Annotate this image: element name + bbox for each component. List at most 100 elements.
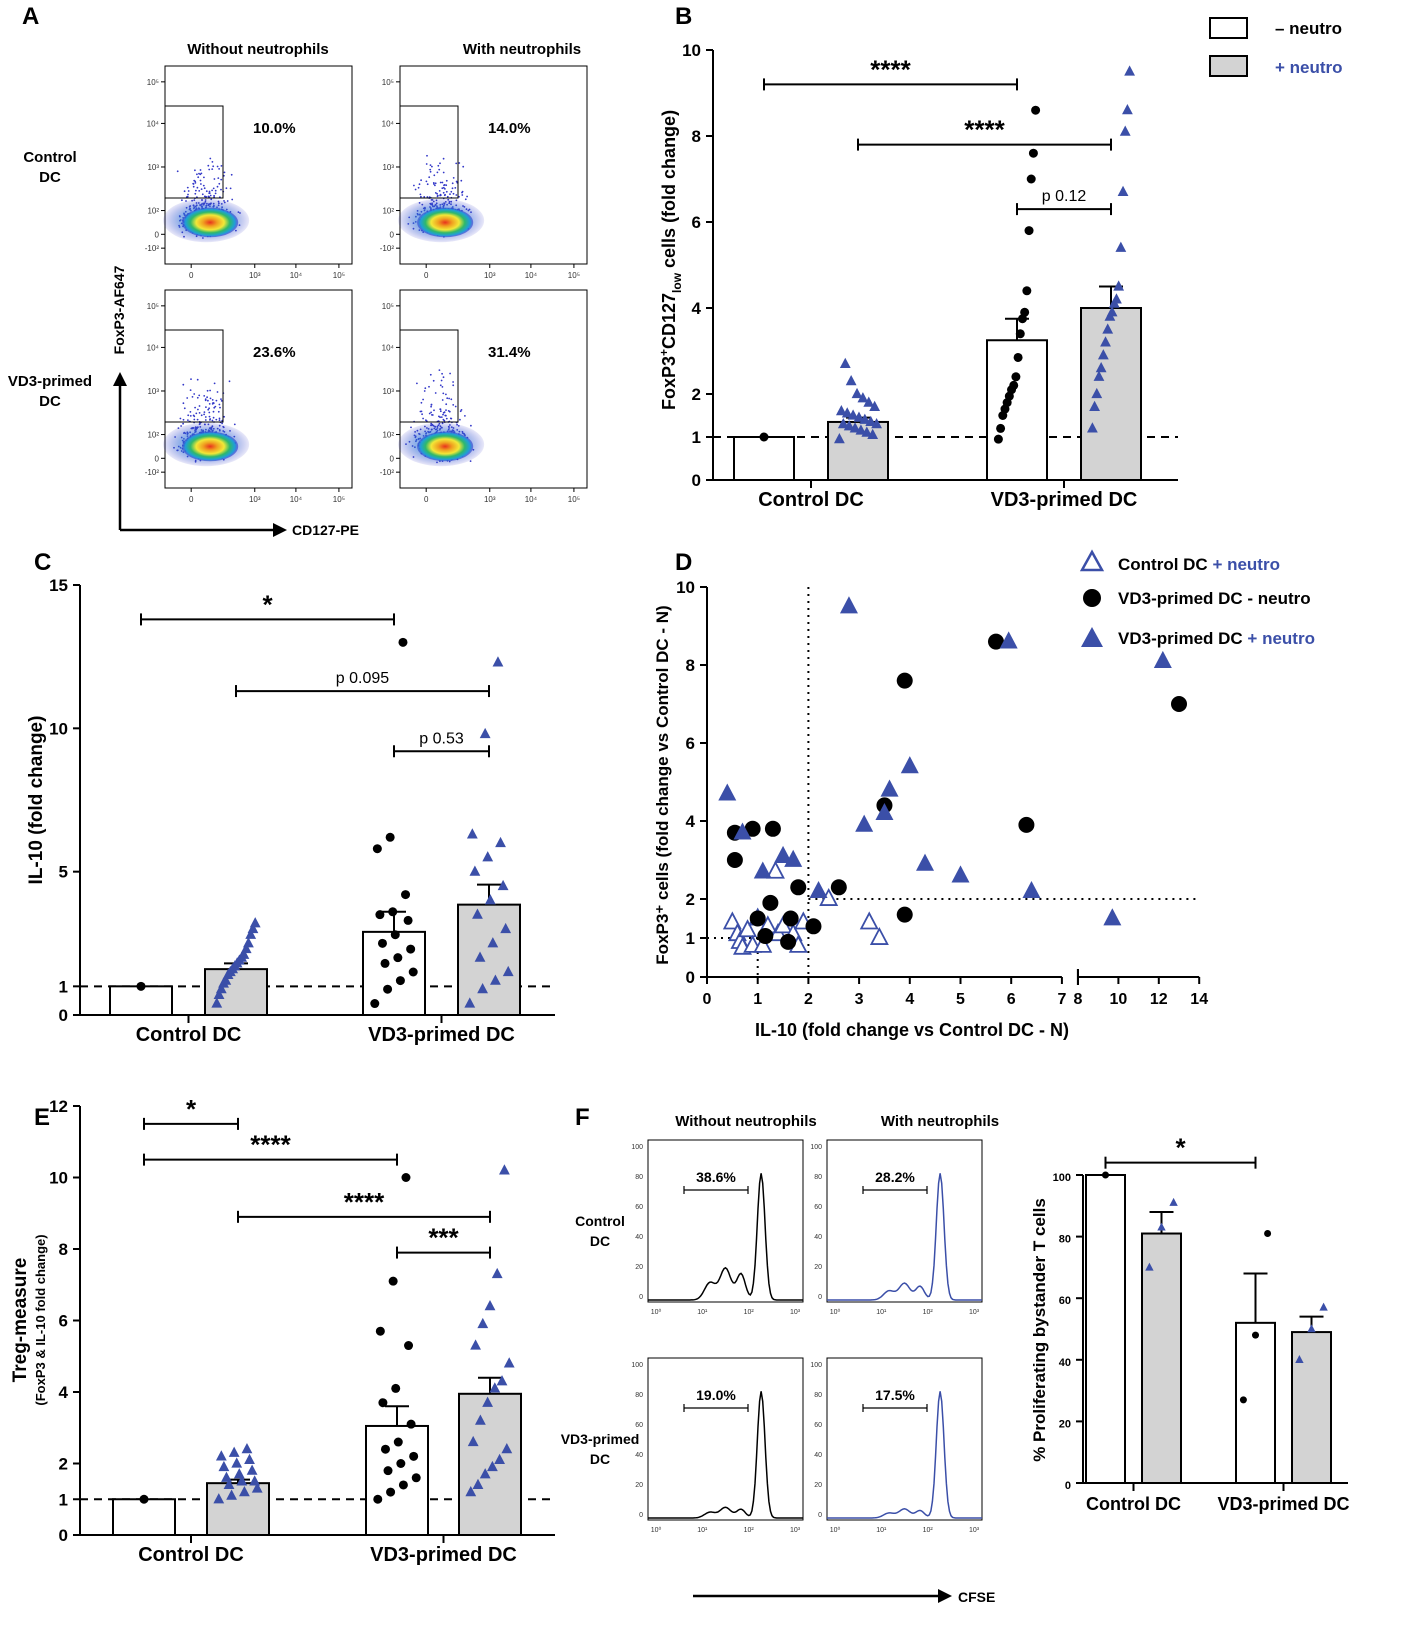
a-event-dot <box>445 179 448 182</box>
data-point <box>837 417 849 429</box>
a-y-tick-label: -10² <box>380 244 395 253</box>
data-point <box>243 937 254 948</box>
a-event-dot <box>213 178 216 180</box>
a-event-dot <box>428 385 430 388</box>
a-event-dot <box>226 200 229 202</box>
a-y-tick-label: 10⁵ <box>382 302 394 311</box>
data-point <box>495 836 506 848</box>
a-event-dot <box>212 165 215 168</box>
a-event-dot <box>193 393 196 395</box>
a-density-core <box>182 431 239 462</box>
data-point <box>1157 1222 1166 1231</box>
a-event-dot <box>217 410 220 413</box>
y-tick-label: 10 <box>49 1169 68 1188</box>
data-point <box>1124 65 1135 76</box>
y-tick-label: 10 <box>49 719 68 738</box>
f-y-tick-label: 0 <box>639 1294 643 1301</box>
a-event-dot <box>208 192 211 195</box>
a-event-dot <box>198 412 201 414</box>
a-event-dot <box>221 422 224 425</box>
scatter-point-open-triangle <box>765 860 785 879</box>
a-event-dot <box>458 162 461 164</box>
a-y-tick-label: 0 <box>390 230 395 239</box>
y-tick-label: 8 <box>59 1240 68 1259</box>
y-tick-label: 40 <box>1059 1357 1071 1369</box>
x-tick-label: 2 <box>804 991 813 1008</box>
a-event-dot <box>187 193 189 196</box>
f-x-tick-label: 10³ <box>790 1527 801 1534</box>
a-x-arrowhead-icon <box>273 523 287 537</box>
x-axis-label: IL-10 (fold change vs Control DC - N) <box>755 1020 1069 1040</box>
a-x-tick-label: 10³ <box>484 271 496 280</box>
a-event-dot <box>196 378 199 381</box>
data-point <box>1024 226 1034 236</box>
a-gate <box>164 329 224 423</box>
scatter-point-circle <box>744 820 761 837</box>
x-tick-label: 8 <box>1074 991 1083 1008</box>
a-event-dot <box>194 169 196 172</box>
a-event-dot <box>218 419 221 422</box>
a-event-dot <box>445 403 448 406</box>
a-event-dot <box>417 186 420 189</box>
a-event-dot <box>212 402 215 404</box>
a-gate-percent: 14.0% <box>488 120 531 137</box>
bar <box>1291 1331 1332 1484</box>
data-point <box>469 865 481 876</box>
a-y-arrowhead-icon <box>113 372 127 386</box>
data-point <box>503 1357 515 1368</box>
bar <box>204 968 268 1017</box>
significance-label: p 0.53 <box>419 730 464 747</box>
data-point <box>386 1487 396 1497</box>
a-event-dot <box>204 416 207 418</box>
data-point <box>218 1460 230 1472</box>
a-event-dot <box>431 414 433 416</box>
a-event-dot <box>446 397 449 400</box>
bar <box>458 1392 522 1536</box>
a-event-dot <box>186 397 189 399</box>
a-y-tick-label: 10⁵ <box>382 78 394 87</box>
f-x-tick-label: 10² <box>923 1527 934 1534</box>
y-tick-label: 1 <box>686 929 695 948</box>
y-tick-label: 6 <box>686 734 695 753</box>
f-gate-percent: 19.0% <box>696 1387 736 1403</box>
a-event-dot <box>454 405 457 408</box>
a-event-dot <box>208 415 211 418</box>
data-point <box>1020 307 1030 317</box>
a-event-dot <box>445 409 447 411</box>
f-y-tick-label: 100 <box>631 1362 643 1369</box>
f-y-tick-label: 40 <box>814 1234 822 1241</box>
scatter-point-filled-triangle <box>1103 908 1122 926</box>
a-event-dot <box>442 157 445 160</box>
a-event-dot <box>201 193 204 196</box>
legend-d-label-2: VD3-primed DC - neutro <box>1118 589 1311 608</box>
a-event-dot <box>436 195 439 198</box>
significance-label: * <box>262 589 273 619</box>
a-event-dot <box>430 411 432 414</box>
data-point <box>489 1382 501 1393</box>
a-event-dot <box>443 194 446 197</box>
legend-d-circle-icon <box>1083 589 1101 607</box>
a-flow-plot-1: 14.0% 10⁵ 10⁴ 10³ 10² 0 -10² 0 10³ 10⁴ 10⁵ <box>380 65 588 280</box>
legend-b-minus-label: – neutro <box>1275 19 1342 38</box>
data-point <box>373 1494 383 1504</box>
f-x-axis-label: CFSE <box>958 1589 995 1605</box>
a-density-core <box>417 431 474 462</box>
f-x-tick-label: 10⁰ <box>830 1308 841 1316</box>
f-y-tick-label: 40 <box>814 1452 822 1459</box>
a-event-dot <box>441 372 443 375</box>
a-event-dot <box>450 190 453 193</box>
data-point <box>477 1317 489 1329</box>
a-event-dot <box>214 189 217 192</box>
data-point <box>1011 372 1021 382</box>
a-event-dot <box>420 195 422 198</box>
a-event-dot <box>428 176 431 179</box>
a-event-dot <box>442 186 445 189</box>
data-point <box>385 832 395 842</box>
f-col-label-without: Without neutrophils <box>675 1113 817 1130</box>
a-event-dot <box>211 189 214 192</box>
a-event-dot <box>225 187 228 190</box>
data-point <box>479 727 491 739</box>
a-event-dot <box>437 164 440 167</box>
a-event-dot <box>218 182 221 185</box>
a-event-dot <box>182 422 185 425</box>
